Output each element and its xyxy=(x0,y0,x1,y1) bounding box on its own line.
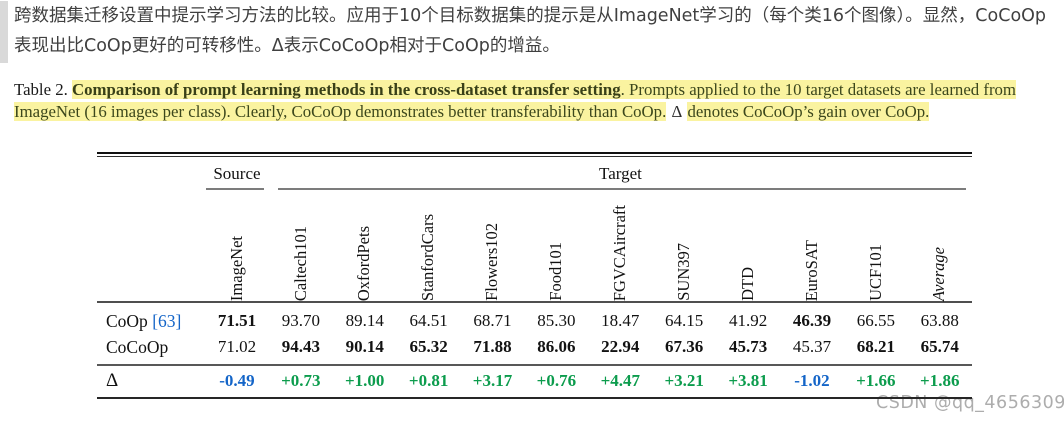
coop-value-sun397: 64.15 xyxy=(665,311,704,330)
table-row-coop: CoOp [63] 71.51 93.70 89.14 64.51 68.71 … xyxy=(97,308,972,334)
table-caption: Table 2. Comparison of prompt learning m… xyxy=(14,79,1057,124)
delta-value-imagenet: -0.49 xyxy=(219,370,255,390)
caption-delta-symbol: Δ xyxy=(671,102,683,122)
table-bottom-rule xyxy=(97,396,972,399)
cocoop-value-caltech101: 94.43 xyxy=(281,337,320,356)
column-header-imagenet: ImageNet xyxy=(226,235,246,301)
coop-value-stanfordcars: 64.51 xyxy=(409,311,448,330)
caption-body-2: denotes CoCoOp’s gain over CoOp. xyxy=(687,102,930,122)
table-row-delta: Δ -0.49 +0.73 +1.00 +0.81 +3.17 +0.76 +4… xyxy=(97,366,972,396)
caption-title-bold: Comparison of prompt learning methods in… xyxy=(72,79,621,99)
cocoop-value-ucf101: 68.21 xyxy=(856,337,895,356)
coop-value-oxfordpets: 89.14 xyxy=(345,311,384,330)
row-label-cocoop: CoCoOp xyxy=(106,336,169,357)
group-header-target: Target xyxy=(269,157,972,190)
group-header-source-label: Source xyxy=(213,163,261,183)
target-cmidrule xyxy=(277,188,966,190)
cocoop-value-imagenet: 71.02 xyxy=(217,337,257,356)
column-header-food101: Food101 xyxy=(546,242,566,301)
row-label-delta: Δ xyxy=(106,369,119,391)
table-column-header-row: ImageNet Caltech101 OxfordPets StanfordC… xyxy=(97,190,972,301)
delta-value-dtd: +3.81 xyxy=(728,370,768,390)
delta-value-fgvcaircraft: +4.47 xyxy=(600,370,640,390)
coop-value-average: 63.88 xyxy=(920,311,959,330)
delta-value-eurosat: -1.02 xyxy=(794,370,830,390)
delta-value-average: +1.86 xyxy=(920,370,960,390)
cocoop-value-stanfordcars: 65.32 xyxy=(409,337,448,356)
column-header-flowers102: Flowers102 xyxy=(482,223,502,301)
table-mid-rule xyxy=(97,301,972,303)
column-header-sun397: SUN397 xyxy=(673,243,693,301)
delta-value-flowers102: +3.17 xyxy=(472,370,513,390)
table-top-rule xyxy=(97,152,972,157)
delta-value-caltech101: +0.73 xyxy=(281,370,321,390)
cocoop-value-fgvcaircraft: 22.94 xyxy=(601,337,640,356)
quote-left-bar xyxy=(0,1,8,63)
column-header-fgvcaircraft: FGVCAircraft xyxy=(610,204,630,301)
coop-value-fgvcaircraft: 18.47 xyxy=(601,311,640,330)
group-header-source: Source xyxy=(205,157,269,190)
column-header-oxfordpets: OxfordPets xyxy=(354,225,374,301)
delta-value-oxfordpets: +1.00 xyxy=(345,370,385,390)
column-header-eurosat: EuroSAT xyxy=(801,239,821,301)
row-label-coop: CoOp [63] xyxy=(106,310,182,331)
coop-value-ucf101: 66.55 xyxy=(856,311,895,330)
coop-value-imagenet: 71.51 xyxy=(217,311,257,330)
delta-value-sun397: +3.21 xyxy=(664,370,704,390)
delta-separator-rule xyxy=(97,364,972,366)
results-table: Source Target ImageNet Caltech101 Oxford… xyxy=(97,152,972,399)
delta-value-ucf101: +1.66 xyxy=(856,370,896,390)
column-header-average: Average xyxy=(929,246,949,301)
column-header-caltech101: Caltech101 xyxy=(290,225,310,301)
delta-value-stanfordcars: +0.81 xyxy=(408,370,449,390)
translated-caption-text: 跨数据集迁移设置中提示学习方法的比较。应用于10个目标数据集的提示是从Image… xyxy=(14,6,1047,56)
coop-value-flowers102: 68.71 xyxy=(473,311,512,330)
coop-value-dtd: 41.92 xyxy=(728,311,768,330)
coop-value-caltech101: 93.70 xyxy=(281,311,320,330)
cocoop-value-average: 65.74 xyxy=(920,337,959,356)
cocoop-value-food101: 86.06 xyxy=(537,337,576,356)
column-header-dtd: DTD xyxy=(737,267,757,301)
coop-value-eurosat: 46.39 xyxy=(792,311,832,330)
column-header-stanfordcars: StanfordCars xyxy=(418,213,438,301)
table-group-header-row: Source Target xyxy=(97,157,972,190)
cocoop-value-flowers102: 71.88 xyxy=(473,337,512,356)
caption-table-number: Table 2. xyxy=(14,79,68,99)
coop-value-food101: 85.30 xyxy=(537,311,576,330)
citation-link-63[interactable]: [63] xyxy=(152,310,182,331)
column-header-ucf101: UCF101 xyxy=(865,244,885,301)
cocoop-value-oxfordpets: 90.14 xyxy=(345,337,384,356)
table-row-cocoop: CoCoOp 71.02 94.43 90.14 65.32 71.88 86.… xyxy=(97,334,972,360)
delta-value-food101: +0.76 xyxy=(536,370,577,390)
source-cmidrule xyxy=(206,188,264,190)
cocoop-value-dtd: 45.73 xyxy=(728,337,768,356)
group-header-target-label: Target xyxy=(599,163,642,183)
cocoop-value-sun397: 67.36 xyxy=(665,337,704,356)
cocoop-value-eurosat: 45.37 xyxy=(792,337,832,356)
